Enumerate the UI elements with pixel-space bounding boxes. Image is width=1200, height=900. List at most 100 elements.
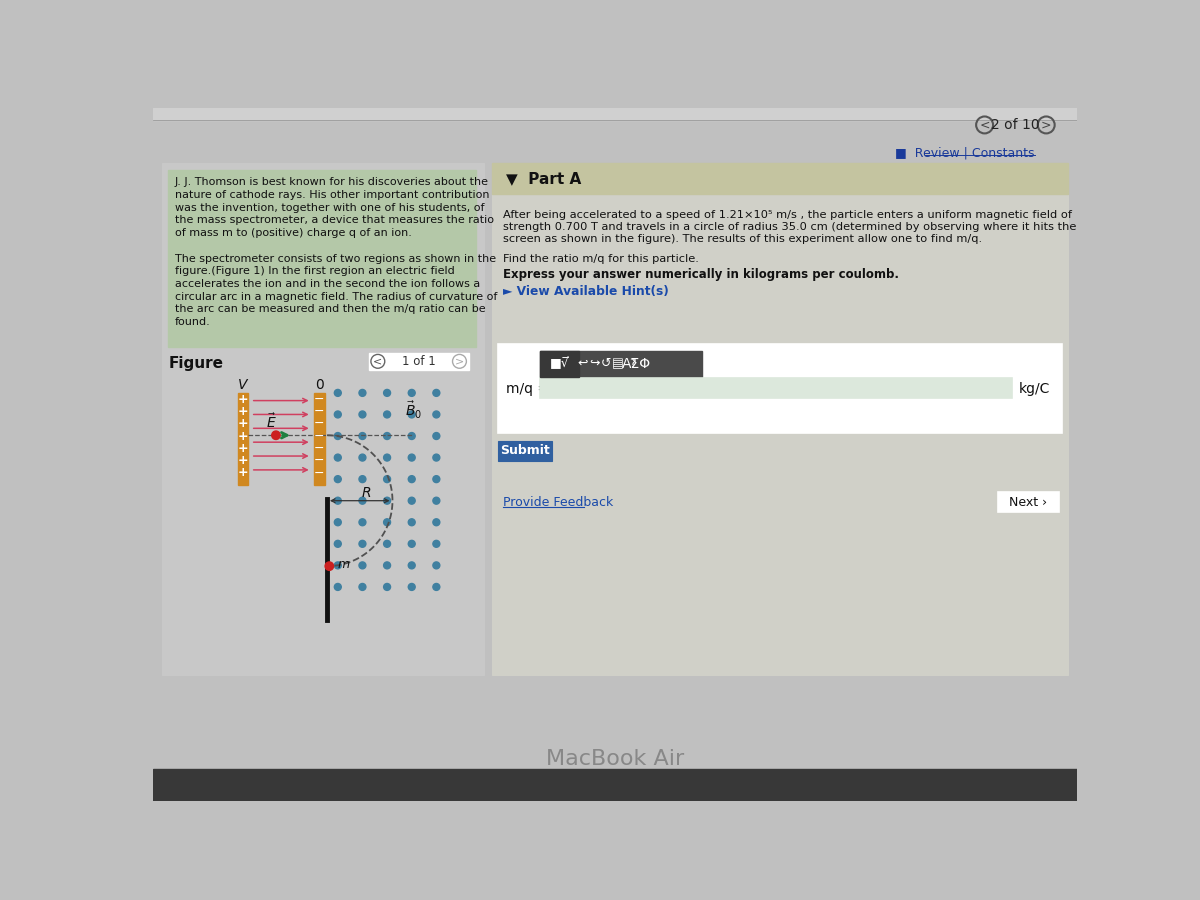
- Circle shape: [408, 433, 415, 439]
- Bar: [540, 378, 1012, 399]
- Circle shape: [335, 583, 341, 590]
- Circle shape: [359, 411, 366, 418]
- Text: After being accelerated to a speed of 1.21×10⁵ m/s , the particle enters a unifo: After being accelerated to a speed of 1.…: [503, 210, 1073, 220]
- Bar: [154, 108, 1078, 120]
- Circle shape: [433, 476, 440, 482]
- Circle shape: [384, 454, 390, 461]
- Circle shape: [359, 454, 366, 461]
- Circle shape: [408, 454, 415, 461]
- Text: ↪: ↪: [589, 357, 600, 370]
- Text: m/q =: m/q =: [505, 382, 548, 396]
- Bar: [168, 169, 476, 346]
- Circle shape: [433, 540, 440, 547]
- Circle shape: [359, 583, 366, 590]
- Text: −: −: [314, 466, 324, 480]
- Text: strength 0.700 T and travels in a circle of radius 35.0 cm (determined by observ: strength 0.700 T and travels in a circle…: [503, 222, 1076, 232]
- Circle shape: [335, 411, 341, 418]
- Circle shape: [384, 562, 390, 569]
- Text: +: +: [238, 392, 248, 406]
- Text: ↩: ↩: [577, 357, 588, 370]
- Text: >: >: [1040, 119, 1051, 131]
- Circle shape: [335, 518, 341, 526]
- Bar: [368, 353, 469, 370]
- Text: V: V: [239, 378, 248, 392]
- Bar: [498, 345, 1062, 433]
- Circle shape: [408, 562, 415, 569]
- Text: ▤: ▤: [612, 357, 623, 370]
- Circle shape: [384, 540, 390, 547]
- Circle shape: [384, 433, 390, 439]
- Circle shape: [325, 562, 334, 571]
- Text: of mass m to (positive) charge q of an ion.: of mass m to (positive) charge q of an i…: [174, 228, 412, 238]
- Text: ■  Review | Constants: ■ Review | Constants: [895, 146, 1034, 159]
- Text: Find the ratio m/q for this particle.: Find the ratio m/q for this particle.: [503, 255, 700, 265]
- Text: was the invention, together with one of his students, of: was the invention, together with one of …: [174, 202, 484, 212]
- Text: ?: ?: [629, 357, 636, 370]
- Text: circular arc in a magnetic field. The radius of curvature of: circular arc in a magnetic field. The ra…: [174, 292, 497, 302]
- Text: −: −: [314, 429, 324, 443]
- Text: Next ›: Next ›: [1009, 496, 1048, 508]
- Bar: [314, 393, 325, 485]
- Text: R: R: [361, 486, 371, 500]
- Text: ► View Available Hint(s): ► View Available Hint(s): [503, 285, 670, 298]
- Circle shape: [384, 476, 390, 482]
- Circle shape: [408, 411, 415, 418]
- Circle shape: [408, 518, 415, 526]
- Circle shape: [335, 454, 341, 461]
- Circle shape: [359, 518, 366, 526]
- Circle shape: [384, 411, 390, 418]
- Bar: [540, 350, 702, 377]
- Text: 1 of 1: 1 of 1: [402, 355, 436, 368]
- Text: m: m: [338, 558, 350, 572]
- Circle shape: [433, 433, 440, 439]
- Text: −: −: [314, 405, 324, 418]
- Text: Express your answer numerically in kilograms per coulomb.: Express your answer numerically in kilog…: [503, 268, 899, 281]
- Circle shape: [408, 390, 415, 396]
- Circle shape: [433, 497, 440, 504]
- Circle shape: [384, 518, 390, 526]
- Bar: [238, 393, 248, 485]
- Circle shape: [359, 476, 366, 482]
- Bar: [154, 769, 1078, 801]
- Text: +: +: [238, 429, 248, 443]
- Circle shape: [384, 390, 390, 396]
- Circle shape: [433, 390, 440, 396]
- Text: <: <: [979, 119, 990, 131]
- Text: accelerates the ion and in the second the ion follows a: accelerates the ion and in the second th…: [174, 279, 480, 289]
- Circle shape: [271, 431, 281, 439]
- Circle shape: [408, 497, 415, 504]
- Circle shape: [408, 476, 415, 482]
- Text: >: >: [455, 356, 464, 366]
- Text: screen as shown in the figure). The results of this experiment allow one to find: screen as shown in the figure). The resu…: [503, 234, 983, 244]
- Circle shape: [408, 540, 415, 547]
- Circle shape: [335, 476, 341, 482]
- Text: found.: found.: [174, 317, 210, 327]
- Text: 0: 0: [314, 378, 324, 392]
- Text: −: −: [314, 392, 324, 406]
- Circle shape: [433, 562, 440, 569]
- Circle shape: [335, 433, 341, 439]
- Text: +: +: [238, 454, 248, 467]
- Circle shape: [359, 540, 366, 547]
- Text: +: +: [238, 418, 248, 430]
- Circle shape: [433, 454, 440, 461]
- Text: 2 of 10: 2 of 10: [991, 118, 1039, 132]
- Text: $\vec{E}$: $\vec{E}$: [266, 412, 277, 431]
- Circle shape: [433, 583, 440, 590]
- Text: <: <: [373, 356, 383, 366]
- Circle shape: [384, 497, 390, 504]
- Circle shape: [433, 411, 440, 418]
- Circle shape: [433, 518, 440, 526]
- Text: $\vec{B}_0$: $\vec{B}_0$: [404, 400, 422, 421]
- Circle shape: [335, 497, 341, 504]
- Text: +: +: [238, 405, 248, 418]
- Text: J. J. Thomson is best known for his discoveries about the: J. J. Thomson is best known for his disc…: [174, 177, 488, 187]
- Text: ▼  Part A: ▼ Part A: [505, 171, 581, 186]
- Bar: [162, 164, 484, 676]
- Circle shape: [359, 497, 366, 504]
- Text: Provide Feedback: Provide Feedback: [503, 496, 613, 508]
- Circle shape: [335, 562, 341, 569]
- Circle shape: [359, 390, 366, 396]
- Bar: [998, 492, 1058, 512]
- Circle shape: [359, 433, 366, 439]
